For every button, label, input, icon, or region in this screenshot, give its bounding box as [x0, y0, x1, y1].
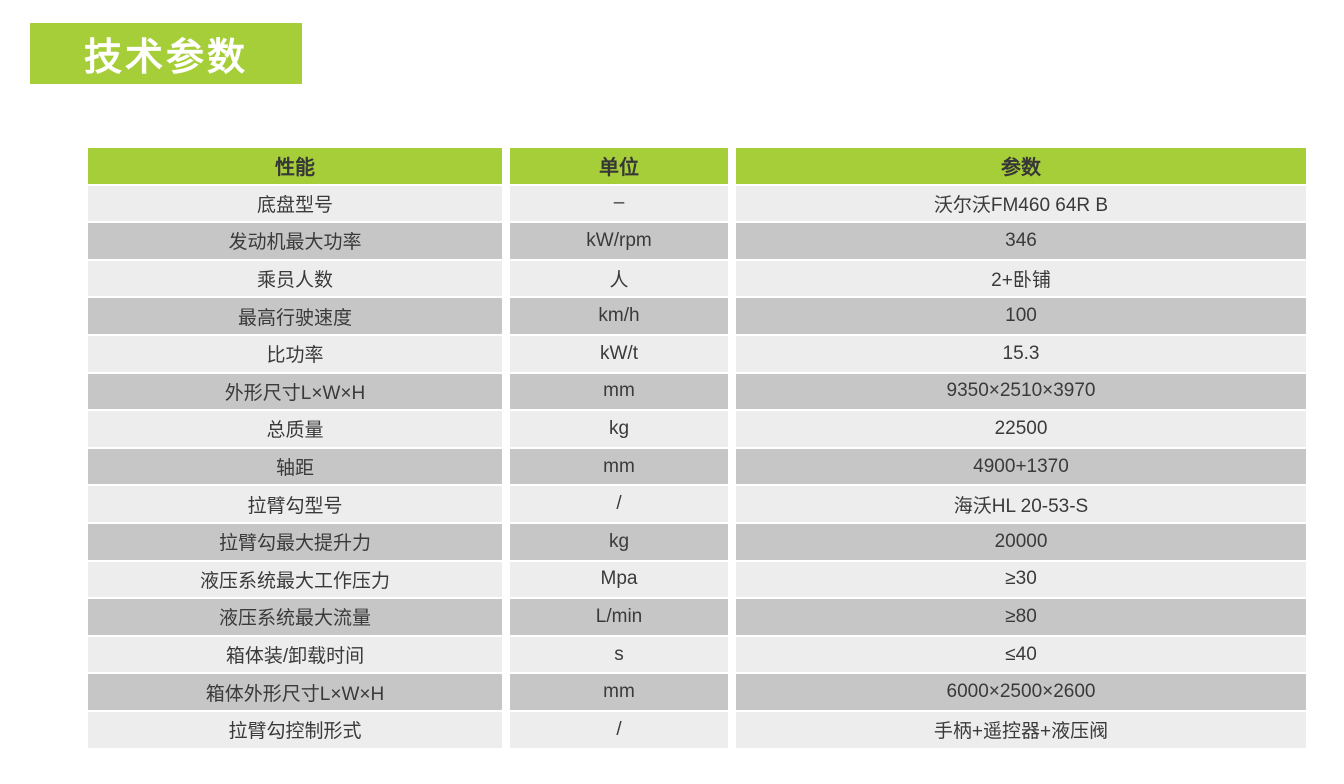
table-cell-name: 轴距 [88, 448, 502, 485]
table-cell-name: 拉臂勾控制形式 [88, 711, 502, 748]
table-cell-unit: kW/t [510, 335, 728, 372]
table-cell-unit: – [510, 185, 728, 222]
table-cell-value: 15.3 [736, 335, 1306, 372]
table-cell-unit: kW/rpm [510, 223, 728, 259]
table-cell-unit: / [510, 486, 728, 522]
table-cell-value: 手柄+遥控器+液压阀 [736, 711, 1306, 748]
table-cell-value: 海沃HL 20-53-S [736, 486, 1306, 522]
table-cell-name: 拉臂勾型号 [88, 486, 502, 522]
table-cell-unit: km/h [510, 298, 728, 334]
table-cell-value: 346 [736, 223, 1306, 259]
column-header-unit: 单位 [510, 148, 728, 184]
spec-table: 性能 单位 参数 底盘型号 – 沃尔沃FM460 64R B 发动机最大功率 kW/rp… [88, 148, 1306, 748]
page-title: 技术参数 [30, 23, 302, 84]
table-cell-value: 6000×2500×2600 [736, 674, 1306, 710]
table-cell-unit: 人 [510, 260, 728, 297]
table-cell-value: ≥30 [736, 561, 1306, 598]
table-cell-unit: s [510, 636, 728, 673]
table-cell-name: 拉臂勾最大提升力 [88, 523, 502, 560]
table-cell-name: 外形尺寸L×W×H [88, 373, 502, 410]
table-cell-unit: / [510, 711, 728, 748]
column-header-parameter: 参数 [736, 148, 1306, 184]
table-cell-name: 总质量 [88, 411, 502, 447]
table-cell-name: 比功率 [88, 335, 502, 372]
table-cell-value: 22500 [736, 411, 1306, 447]
table-cell-unit: L/min [510, 599, 728, 635]
table-cell-unit: Mpa [510, 561, 728, 598]
table-cell-unit: kg [510, 411, 728, 447]
table-cell-value: 100 [736, 298, 1306, 334]
table-cell-name: 箱体装/卸载时间 [88, 636, 502, 673]
table-cell-value: ≤40 [736, 636, 1306, 673]
table-cell-value: ≥80 [736, 599, 1306, 635]
table-cell-name: 最高行驶速度 [88, 298, 502, 334]
table-cell-name: 液压系统最大流量 [88, 599, 502, 635]
table-cell-value: 9350×2510×3970 [736, 373, 1306, 410]
table-cell-name: 底盘型号 [88, 185, 502, 222]
table-cell-unit: mm [510, 373, 728, 410]
column-header-performance: 性能 [88, 148, 502, 184]
table-cell-name: 箱体外形尺寸L×W×H [88, 674, 502, 710]
table-cell-value: 4900+1370 [736, 448, 1306, 485]
table-cell-unit: mm [510, 448, 728, 485]
table-cell-name: 液压系统最大工作压力 [88, 561, 502, 598]
table-cell-unit: kg [510, 523, 728, 560]
table-cell-value: 沃尔沃FM460 64R B [736, 185, 1306, 222]
table-cell-unit: mm [510, 674, 728, 710]
table-cell-name: 发动机最大功率 [88, 223, 502, 259]
table-cell-value: 2+卧铺 [736, 260, 1306, 297]
table-cell-name: 乘员人数 [88, 260, 502, 297]
table-cell-value: 20000 [736, 523, 1306, 560]
